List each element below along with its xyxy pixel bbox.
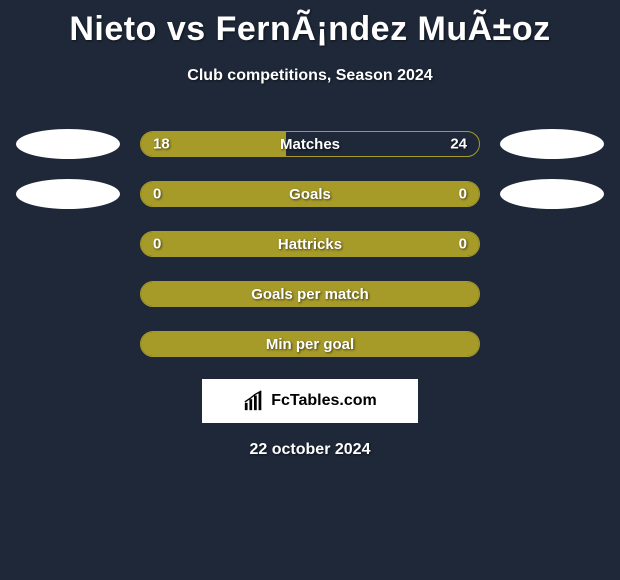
subtitle: Club competitions, Season 2024 — [0, 67, 620, 85]
page-title: Nieto vs FernÃ¡ndez MuÃ±oz — [0, 0, 620, 49]
stat-right-value: 0 — [459, 186, 467, 203]
stat-bar: 0 Goals 0 — [140, 181, 480, 207]
stat-bar: 18 Matches 24 — [140, 131, 480, 157]
stat-label: Min per goal — [266, 336, 354, 353]
stats-area: 18 Matches 24 0 Goals 0 0 Hattricks 0 Go… — [0, 129, 620, 359]
stat-label: Goals — [289, 186, 331, 203]
player-left-oval — [16, 129, 120, 159]
stat-left-value: 0 — [153, 186, 161, 203]
stat-right-value: 0 — [459, 236, 467, 253]
stat-bar: Min per goal — [140, 331, 480, 357]
player-left-oval — [16, 179, 120, 209]
stat-bar: 0 Hattricks 0 — [140, 231, 480, 257]
chart-icon — [243, 390, 265, 412]
stat-row-hattricks: 0 Hattricks 0 — [0, 229, 620, 259]
stat-left-value: 18 — [153, 136, 170, 153]
stat-row-matches: 18 Matches 24 — [0, 129, 620, 159]
attribution-box[interactable]: FcTables.com — [202, 379, 418, 423]
stat-bar: Goals per match — [140, 281, 480, 307]
stat-row-goals-per-match: Goals per match — [0, 279, 620, 309]
stat-label: Goals per match — [251, 286, 369, 303]
player-right-oval — [500, 179, 604, 209]
stat-label: Hattricks — [278, 236, 342, 253]
stat-row-min-per-goal: Min per goal — [0, 329, 620, 359]
stat-row-goals: 0 Goals 0 — [0, 179, 620, 209]
attribution-text: FcTables.com — [271, 392, 377, 410]
player-right-oval — [500, 129, 604, 159]
stat-label: Matches — [280, 136, 340, 153]
stat-left-value: 0 — [153, 236, 161, 253]
stat-right-value: 24 — [450, 136, 467, 153]
date: 22 october 2024 — [0, 441, 620, 459]
